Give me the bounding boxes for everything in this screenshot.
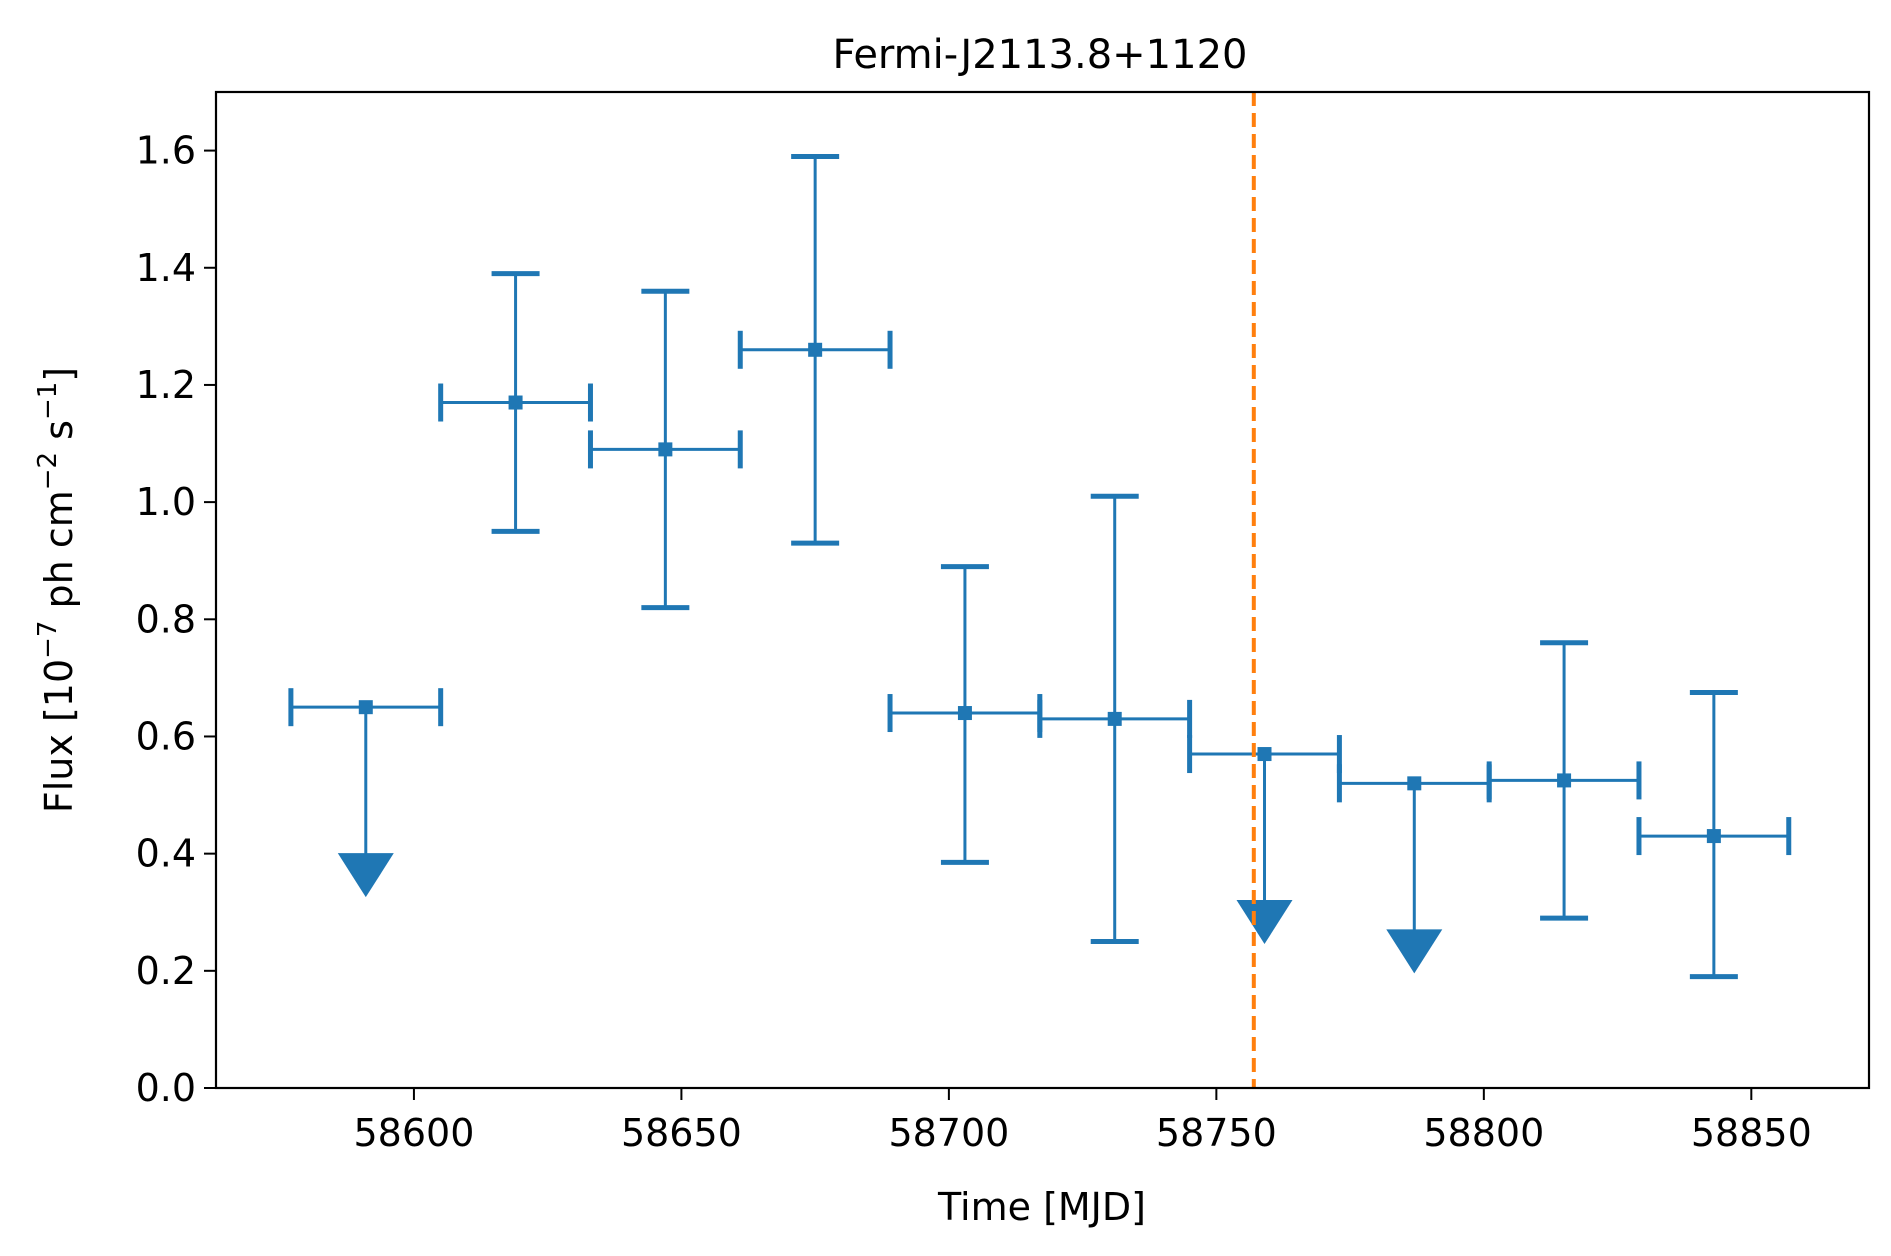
upper-limit-arrow: [1236, 900, 1293, 945]
y-tick-label: 1.2: [136, 363, 196, 407]
y-tick-label: 0.6: [136, 714, 196, 758]
upper-limit-arrow: [1386, 929, 1443, 974]
data-point: [1407, 776, 1422, 791]
y-label-mid2: s: [37, 420, 81, 452]
y-tick-label: 0.4: [136, 832, 196, 876]
x-tick-label: 58850: [1691, 1111, 1812, 1155]
y-axis: 0.0 0.2 0.4 0.6 0.8 1.0 1.2 1.4 1.6: [136, 129, 216, 1110]
y-tick-label: 0.2: [136, 949, 196, 993]
y-label-prefix: Flux [10: [37, 659, 81, 813]
y-tick-label: 0.0: [136, 1066, 196, 1110]
data-point: [808, 342, 823, 357]
upper-limit-arrow: [337, 853, 394, 898]
x-tick-label: 58750: [1156, 1111, 1277, 1155]
data-point: [358, 700, 373, 715]
x-tick-label: 58700: [888, 1111, 1009, 1155]
data-point: [1257, 747, 1272, 762]
chart-title: Fermi-J2113.8+1120: [833, 32, 1248, 78]
data-point: [508, 395, 523, 410]
y-tick-label: 1.6: [136, 129, 196, 173]
plot-marks: [288, 92, 1792, 1088]
x-axis-label: Time [MJD]: [937, 1185, 1146, 1229]
data-point: [658, 442, 673, 457]
y-label-exp1: −7: [33, 621, 63, 659]
data-point: [957, 706, 972, 721]
y-label-mid: ph cm: [37, 490, 81, 620]
data-point: [1107, 711, 1122, 726]
x-axis: 58600 58650 58700 58750 58800 58850: [353, 1088, 1812, 1155]
y-tick-label: 1.0: [136, 480, 196, 524]
plot-frame: [214, 90, 1871, 1090]
y-tick-label: 0.8: [136, 597, 196, 641]
data-point: [1557, 773, 1572, 788]
y-label-exp2: −2: [33, 452, 63, 490]
x-tick-label: 58650: [621, 1111, 742, 1155]
y-tick-label: 1.4: [136, 246, 196, 290]
data-point: [1706, 829, 1721, 844]
x-tick-label: 58800: [1423, 1111, 1544, 1155]
y-axis-label: Flux [10−7 ph cm−2 s−1]: [33, 367, 81, 813]
y-label-exp3: −1: [33, 382, 63, 420]
y-label-suffix: ]: [37, 367, 81, 382]
x-tick-label: 58600: [353, 1111, 474, 1155]
